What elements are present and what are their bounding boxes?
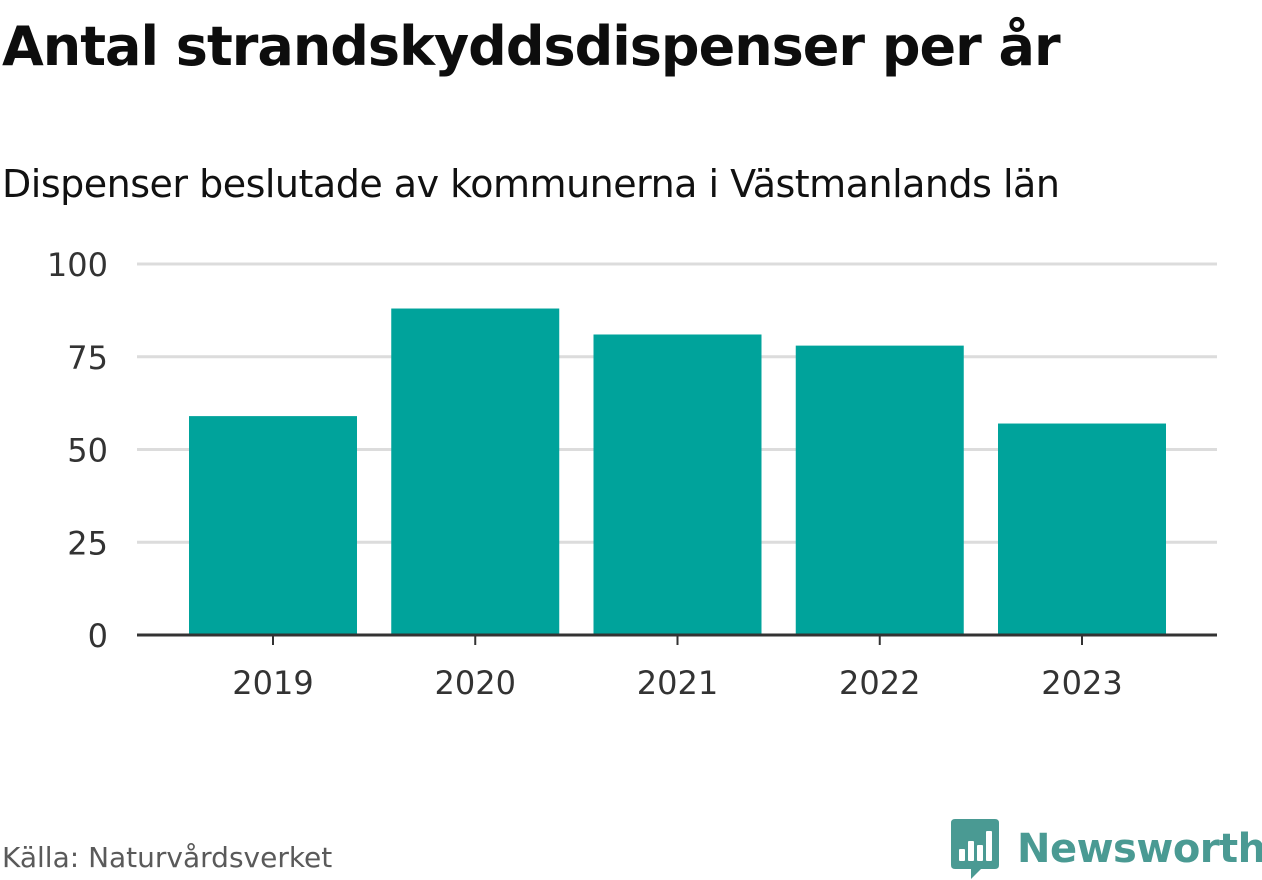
bar-2020 (391, 308, 560, 635)
newsworthy-bar-chart-bubble-icon (951, 819, 999, 879)
bars (189, 308, 1166, 635)
chart-subtitle: Dispenser beslutade av kommunerna i Väst… (2, 162, 1060, 206)
y-tick-label: 25 (67, 524, 108, 562)
x-tick-label: 2020 (435, 664, 516, 702)
y-tick-label: 100 (47, 246, 108, 284)
brand-name: Newsworthy (1017, 826, 1262, 872)
y-axis-ticks: 0 25 50 75 100 (47, 246, 108, 655)
y-tick-label: 50 (67, 432, 108, 470)
x-axis-ticks: 2019 2020 2021 2022 2023 (232, 635, 1123, 702)
y-tick-label: 75 (67, 339, 108, 377)
x-tick-label: 2019 (232, 664, 313, 702)
y-tick-label: 0 (88, 617, 108, 655)
bar-2023 (998, 423, 1166, 635)
source-note: Källa: Naturvårdsverket (2, 841, 333, 874)
x-tick-label: 2023 (1041, 664, 1122, 702)
bar-2019 (189, 416, 357, 635)
x-tick-label: 2022 (839, 664, 920, 702)
chart-title: Antal strandskyddsdispenser per år (2, 15, 1061, 78)
bar-2022 (795, 345, 964, 635)
bar-2021 (593, 334, 762, 635)
x-tick-label: 2021 (637, 664, 718, 702)
brand[interactable]: Newsworthy (951, 818, 1262, 880)
bar-chart: 0 25 50 75 100 2019 2020 2021 2022 2023 (47, 246, 1217, 702)
